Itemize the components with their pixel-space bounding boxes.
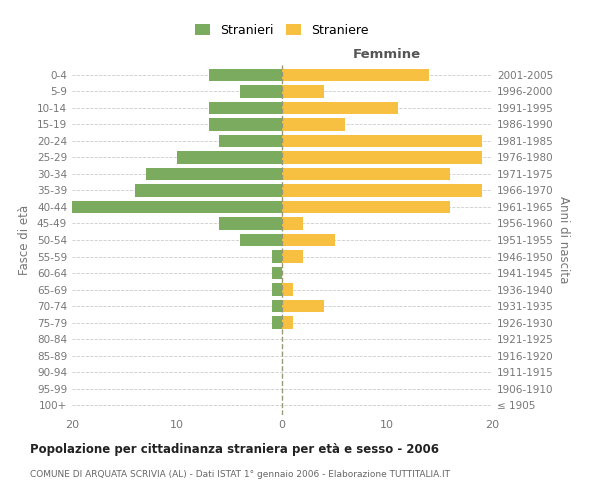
Bar (282, 284, 293, 296)
Bar (282, 168, 450, 180)
Bar (240, 234, 282, 246)
Text: COMUNE DI ARQUATA SCRIVIA (AL) - Dati ISTAT 1° gennaio 2006 - Elaborazione TUTTI: COMUNE DI ARQUATA SCRIVIA (AL) - Dati IS… (30, 470, 450, 479)
Bar (282, 250, 303, 262)
Y-axis label: Fasce di età: Fasce di età (19, 205, 31, 275)
Bar (282, 85, 324, 98)
Bar (271, 300, 282, 312)
Bar (282, 316, 293, 328)
Bar (219, 218, 282, 230)
Bar (282, 135, 482, 147)
Bar (271, 284, 282, 296)
Bar (282, 201, 450, 213)
Bar (282, 218, 303, 230)
Bar (282, 68, 429, 81)
Bar (209, 118, 282, 130)
Text: Femmine: Femmine (353, 48, 421, 62)
Bar (271, 316, 282, 328)
Text: Popolazione per cittadinanza straniera per età e sesso - 2006: Popolazione per cittadinanza straniera p… (30, 442, 439, 456)
Bar (177, 152, 282, 164)
Legend: Stranieri, Straniere: Stranieri, Straniere (190, 18, 374, 42)
Bar (282, 102, 398, 114)
Bar (282, 152, 482, 164)
Bar (62, 201, 282, 213)
Bar (282, 234, 335, 246)
Bar (209, 68, 282, 81)
Bar (219, 135, 282, 147)
Bar (240, 85, 282, 98)
Bar (271, 250, 282, 262)
Y-axis label: Anni di nascita: Anni di nascita (557, 196, 570, 284)
Bar (271, 267, 282, 279)
Bar (282, 118, 345, 130)
Bar (282, 184, 482, 196)
Bar (146, 168, 282, 180)
Bar (209, 102, 282, 114)
Bar (282, 300, 324, 312)
Bar (135, 184, 282, 196)
